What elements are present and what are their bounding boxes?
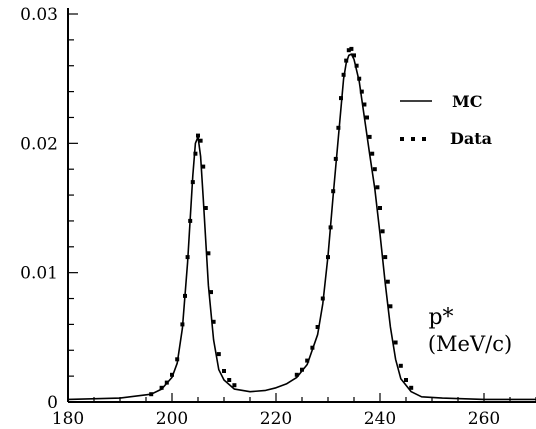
axes: 180 200 220 240 260 0 0.01 0.02 0.03 — [20, 5, 536, 429]
x-axis-title: p* (MeV/c) — [428, 305, 512, 356]
x-axis-title-unit: (MeV/c) — [428, 332, 512, 356]
data-point — [341, 72, 346, 77]
data-point — [300, 367, 304, 372]
data-point — [198, 138, 203, 143]
data-point — [326, 255, 330, 260]
data-point — [331, 189, 336, 194]
y-tick-label: 0.03 — [20, 5, 58, 25]
data-point — [209, 290, 213, 295]
data-point — [159, 385, 164, 390]
data-point — [216, 352, 221, 357]
data-point — [320, 296, 325, 301]
data-point — [354, 63, 359, 68]
data-point — [315, 325, 320, 329]
data-point — [170, 372, 174, 377]
data-point — [346, 48, 351, 53]
data-point — [372, 167, 377, 172]
data-point — [206, 251, 211, 256]
data-point — [203, 206, 208, 210]
data-point — [370, 151, 375, 156]
y-tick-label: 0.02 — [20, 134, 58, 154]
data-point — [310, 345, 315, 350]
data-point — [367, 134, 372, 139]
x-tick-label: 260 — [468, 409, 500, 429]
y-tick-label: 0 — [47, 393, 58, 413]
data-point — [211, 319, 216, 324]
data-point — [333, 156, 338, 161]
data-point — [222, 369, 226, 373]
data-point — [180, 322, 185, 327]
data-point — [362, 102, 367, 107]
data-point — [232, 383, 237, 388]
legend-data-marker — [400, 137, 426, 141]
data-point — [344, 58, 349, 63]
data-point — [175, 357, 180, 362]
x-axis-title-symbol: p* — [428, 305, 453, 330]
data-point — [388, 304, 393, 309]
data-point — [375, 185, 380, 190]
data-point — [149, 392, 154, 397]
data-point — [201, 164, 206, 169]
data-point — [365, 115, 369, 120]
data-point — [357, 76, 362, 81]
data-point — [183, 293, 187, 298]
data-point — [398, 363, 403, 368]
data-point — [227, 378, 232, 382]
x-tick-label: 200 — [156, 409, 188, 429]
data-point — [380, 229, 385, 234]
data-point — [305, 358, 310, 363]
data-point — [336, 125, 341, 130]
data-point — [339, 96, 343, 101]
x-tick-label: 220 — [260, 409, 292, 429]
data-point — [328, 225, 333, 230]
data-point — [393, 340, 398, 345]
legend-mc-label: MC — [452, 92, 482, 111]
data-point — [294, 372, 299, 377]
legend-data-label: Data — [450, 129, 492, 148]
data-point — [164, 380, 169, 385]
y-tick-label: 0.01 — [20, 264, 58, 284]
data-point — [196, 133, 200, 138]
data-point — [193, 151, 198, 156]
data-point — [188, 218, 193, 223]
data-point — [409, 385, 414, 390]
legend: MC Data — [400, 92, 492, 148]
data-point — [404, 378, 408, 382]
series-data — [149, 46, 414, 397]
data-point — [185, 255, 190, 260]
x-tick-label: 240 — [364, 409, 396, 429]
data-point — [359, 89, 364, 94]
x-tick-label: 180 — [52, 409, 84, 429]
data-point — [349, 46, 354, 51]
data-point — [383, 255, 388, 260]
data-point — [378, 206, 382, 210]
data-point — [190, 180, 195, 185]
data-point — [385, 279, 390, 284]
data-point — [352, 53, 356, 58]
